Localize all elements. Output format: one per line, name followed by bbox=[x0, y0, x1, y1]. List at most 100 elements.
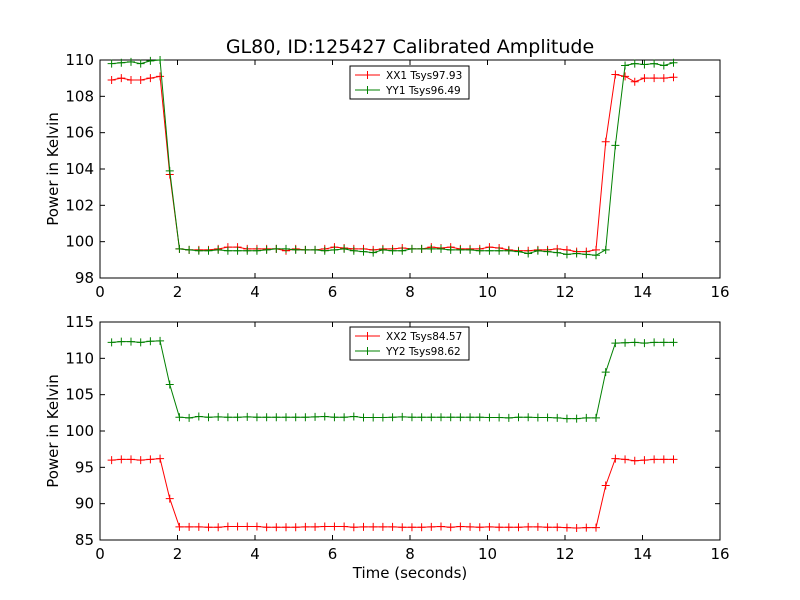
bottom-data-point bbox=[107, 338, 116, 347]
bottom-data-point bbox=[204, 523, 213, 532]
bottom-data-point bbox=[369, 522, 378, 531]
bottom-data-point bbox=[262, 413, 271, 422]
top-x-tick-label: 12 bbox=[555, 283, 574, 301]
top-data-point bbox=[456, 245, 465, 254]
bottom-data-point bbox=[204, 413, 213, 422]
top-data-point bbox=[640, 74, 649, 83]
top-data-point bbox=[282, 244, 290, 253]
top-data-point bbox=[175, 244, 184, 253]
bottom-x-tick-label: 0 bbox=[95, 545, 105, 563]
bottom-data-point bbox=[194, 412, 203, 421]
bottom-data-point bbox=[388, 413, 397, 422]
top-data-point bbox=[214, 245, 223, 254]
bottom-x-tick-label: 12 bbox=[555, 545, 574, 563]
top-data-point bbox=[156, 72, 165, 81]
top-data-point bbox=[446, 245, 455, 254]
top-data-point bbox=[117, 74, 126, 83]
top-data-point bbox=[553, 248, 562, 257]
bottom-data-point bbox=[630, 338, 639, 347]
bottom-x-tick-label: 2 bbox=[173, 545, 183, 563]
top-data-point bbox=[378, 245, 387, 254]
top-data-point bbox=[562, 250, 571, 259]
bottom-data-point bbox=[543, 523, 552, 532]
top-x-tick-label: 0 bbox=[95, 283, 105, 301]
bottom-y-tick-label: 115 bbox=[65, 313, 94, 331]
bottom-data-point bbox=[504, 413, 513, 422]
bottom-data-point bbox=[427, 522, 436, 531]
bottom-data-point bbox=[272, 413, 281, 422]
bottom-data-point bbox=[311, 522, 320, 531]
bottom-legend: XX2 Tsys84.57 YY2 Tsys98.62 bbox=[349, 326, 470, 361]
bottom-y-tick-label: 85 bbox=[75, 531, 94, 549]
top-data-point bbox=[185, 245, 194, 254]
chart-title: GL80, ID:125427 Calibrated Amplitude bbox=[226, 36, 594, 58]
bottom-data-point bbox=[146, 455, 155, 464]
bottom-data-point bbox=[398, 412, 407, 421]
bottom-data-point bbox=[340, 413, 349, 422]
top-x-tick-label: 6 bbox=[328, 283, 338, 301]
bottom-data-point bbox=[262, 523, 271, 532]
top-data-point bbox=[359, 247, 368, 256]
bottom-data-point bbox=[659, 455, 668, 464]
top-legend-marker bbox=[363, 86, 372, 94]
bottom-data-point bbox=[466, 413, 475, 422]
bottom-data-point bbox=[553, 523, 562, 532]
bottom-legend-box bbox=[349, 326, 470, 361]
top-data-point bbox=[311, 245, 320, 254]
top-x-tick-label: 10 bbox=[478, 283, 497, 301]
bottom-data-point bbox=[349, 412, 358, 421]
bottom-data-point bbox=[650, 338, 659, 347]
bottom-data-point bbox=[504, 523, 513, 532]
bottom-data-point bbox=[233, 522, 242, 531]
top-data-point bbox=[601, 137, 610, 146]
bottom-data-point bbox=[282, 523, 290, 532]
bottom-data-point bbox=[330, 522, 339, 531]
bottom-data-point bbox=[475, 413, 484, 422]
top-data-point bbox=[252, 246, 261, 255]
top-data-point bbox=[601, 245, 610, 254]
top-data-point bbox=[582, 250, 591, 259]
bottom-panel: 0 2 4 6 8 10 12 14 16 85 90 95 100 105 110 115 Power in … bbox=[44, 313, 730, 582]
bottom-data-point bbox=[533, 522, 542, 531]
top-y-tick-label: 100 bbox=[65, 233, 94, 251]
top-data-point bbox=[398, 246, 407, 255]
bottom-data-point bbox=[165, 380, 174, 389]
top-data-point bbox=[495, 246, 504, 255]
bottom-x-axis-label: Time (seconds) bbox=[352, 564, 468, 582]
bottom-legend-marker bbox=[363, 332, 372, 340]
bottom-data-point bbox=[495, 523, 504, 532]
bottom-data-point bbox=[427, 413, 436, 422]
bottom-data-point bbox=[243, 522, 252, 531]
top-x-tick-label: 2 bbox=[173, 283, 183, 301]
bottom-data-point bbox=[630, 456, 639, 465]
top-data-point bbox=[485, 246, 494, 255]
bottom-data-point bbox=[272, 523, 281, 532]
top-legend-label: XX1 Tsys97.93 bbox=[386, 70, 462, 82]
bottom-data-point bbox=[223, 413, 232, 422]
top-data-point bbox=[524, 249, 533, 258]
top-data-point bbox=[194, 246, 203, 255]
bottom-data-point bbox=[621, 338, 630, 347]
top-data-point bbox=[514, 247, 523, 256]
bottom-data-point bbox=[601, 481, 610, 490]
bottom-data-point bbox=[175, 413, 184, 422]
bottom-data-point bbox=[417, 523, 426, 532]
bottom-x-tick-label: 8 bbox=[405, 545, 415, 563]
bottom-legend-label: XX2 Tsys84.57 bbox=[386, 331, 462, 343]
bottom-data-point bbox=[592, 413, 600, 422]
bottom-data-point bbox=[156, 336, 165, 345]
top-data-point bbox=[223, 246, 232, 255]
top-data-point bbox=[388, 246, 397, 255]
top-data-point bbox=[437, 244, 445, 253]
bottom-data-point bbox=[291, 413, 300, 422]
bottom-data-point bbox=[369, 413, 378, 422]
bottom-data-point bbox=[611, 454, 620, 463]
bottom-data-point bbox=[136, 456, 145, 465]
bottom-data-point bbox=[117, 455, 126, 464]
bottom-data-point bbox=[640, 339, 649, 348]
bottom-data-point bbox=[107, 456, 116, 465]
bottom-data-point bbox=[214, 412, 223, 421]
bottom-data-point bbox=[446, 413, 455, 422]
top-data-point bbox=[117, 58, 126, 67]
top-data-point bbox=[475, 246, 484, 255]
